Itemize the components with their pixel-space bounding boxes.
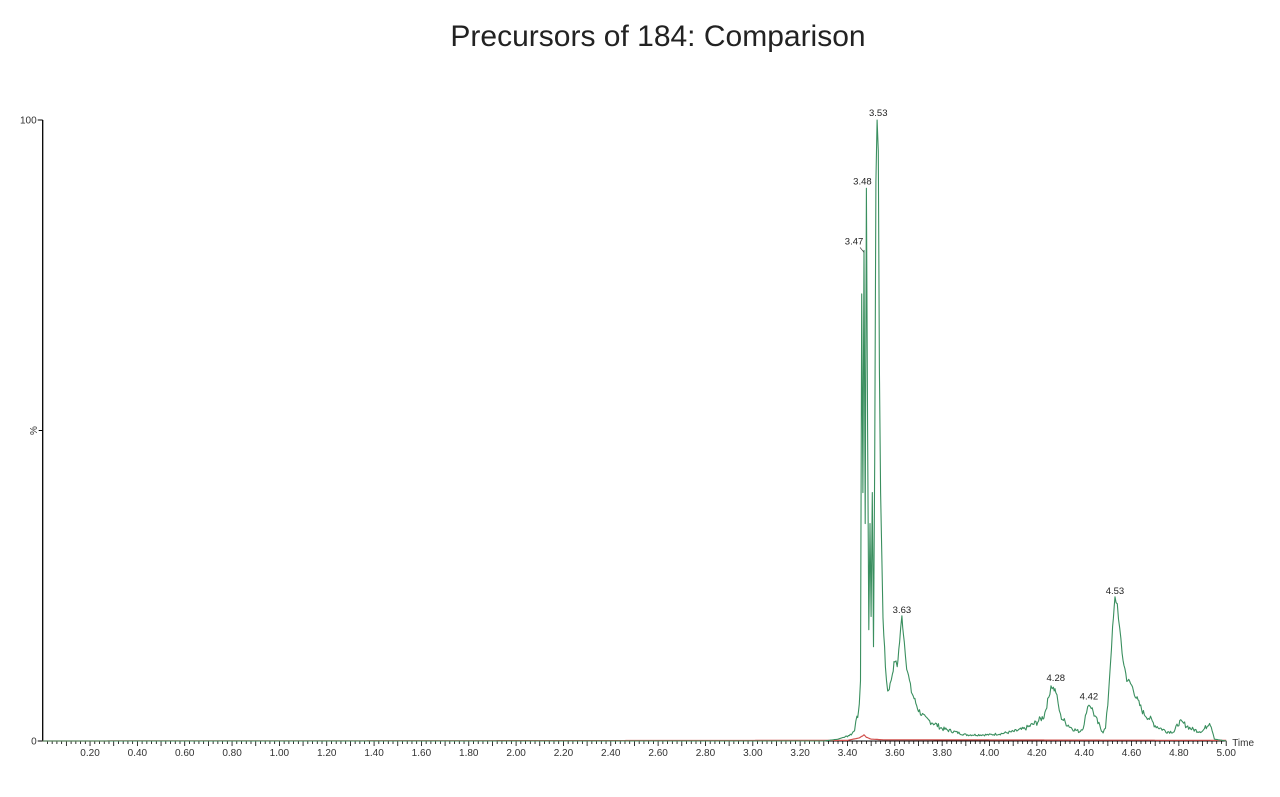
peak-label: 4.42 bbox=[1080, 692, 1099, 703]
x-tick-label: 4.60 bbox=[1122, 748, 1142, 759]
x-tick-label: 2.20 bbox=[554, 748, 574, 759]
peak-label: 3.48 bbox=[853, 176, 872, 187]
x-tick-label: 1.40 bbox=[364, 748, 384, 759]
x-tick-label: 2.40 bbox=[601, 748, 621, 759]
x-tick-label: 3.60 bbox=[885, 748, 905, 759]
x-tick-label: 0.20 bbox=[80, 748, 100, 759]
chart-title: Precursors of 184: Comparison bbox=[450, 20, 866, 53]
x-tick-label: 5.00 bbox=[1216, 748, 1236, 759]
x-tick-label: 2.80 bbox=[696, 748, 716, 759]
axes: 0 100% 0.20 0.40 0.60 0.80 1.00 1.20 1.40 1.60 1.8… bbox=[20, 116, 1254, 760]
x-tick-label: 2.00 bbox=[506, 748, 526, 759]
y-tick-label: 100 bbox=[20, 116, 37, 127]
peak-label: 4.53 bbox=[1106, 586, 1125, 597]
peak-labels: 3.47 3.48 3.53 3.63 4.28 4.42 4.53 bbox=[845, 108, 1124, 703]
peak-label: 4.28 bbox=[1047, 673, 1066, 684]
x-tick-label: 1.60 bbox=[412, 748, 432, 759]
peak-label: 3.53 bbox=[869, 108, 888, 119]
red-trace bbox=[42, 734, 1227, 742]
peak-leader bbox=[859, 247, 865, 253]
x-tick-label: 1.80 bbox=[459, 748, 479, 759]
peak-label: 3.63 bbox=[893, 605, 912, 616]
green-trace bbox=[42, 119, 1227, 742]
x-tick-label: 0.80 bbox=[222, 748, 242, 759]
x-tick-label: 3.20 bbox=[790, 748, 810, 759]
x-tick-label: 3.80 bbox=[932, 748, 952, 759]
x-tick-label: 0.60 bbox=[175, 748, 195, 759]
x-tick-label: 3.00 bbox=[743, 748, 763, 759]
x-tick-label: 4.20 bbox=[1027, 748, 1047, 759]
x-tick-label: 3.40 bbox=[838, 748, 858, 759]
peak-label: 3.47 bbox=[845, 236, 864, 247]
x-tick-label: 2.60 bbox=[648, 748, 668, 759]
x-tick-label: 1.00 bbox=[270, 748, 290, 759]
x-tick-label: 1.20 bbox=[317, 748, 337, 759]
x-tick-label: 0.40 bbox=[128, 748, 148, 759]
y-tick-label: 0 bbox=[31, 737, 37, 748]
x-tick-label: 4.80 bbox=[1169, 748, 1189, 759]
x-axis-label: Time bbox=[1232, 738, 1254, 749]
x-tick-label: 4.40 bbox=[1074, 748, 1094, 759]
traces bbox=[42, 119, 1227, 742]
x-tick-label: 4.00 bbox=[980, 748, 1000, 759]
y-axis-label: % bbox=[29, 426, 40, 435]
